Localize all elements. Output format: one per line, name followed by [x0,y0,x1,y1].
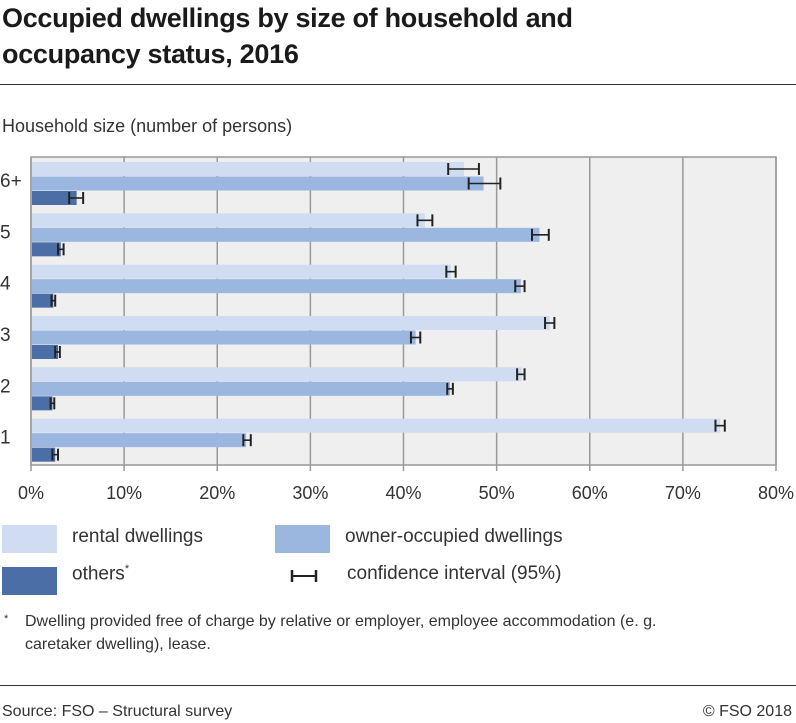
bar-chart: 0% 10% 20% 30% 40% 50% 60% 70% 80% 6+ 5 4 3 2 1 [0,156,794,503]
bar-owner [32,330,416,345]
bar-others [32,242,61,257]
y-tick-label: 2 [0,376,11,397]
x-tick-label: 10% [106,483,142,503]
x-tick-label: 0% [18,483,44,503]
x-tick-label: 80% [758,483,794,503]
bar-others [32,447,56,462]
y-tick-label: 1 [0,428,11,449]
footnote-text: Dwelling provided free of charge by rela… [25,613,657,653]
x-tick-label: 40% [385,483,421,503]
x-tick-label: 30% [292,483,328,503]
y-tick-label: 4 [0,274,11,295]
bar-rental [32,418,721,433]
title-rule [0,84,796,85]
bar-owner [32,279,521,294]
bar-rental [32,162,465,176]
legend-label-others: others* [72,563,129,585]
others-mark: * [124,563,130,575]
bar-rental [32,264,451,279]
bar-rental [32,316,550,330]
x-tick-label: 70% [665,483,701,503]
x-tick-label: 20% [199,483,235,503]
legend-label-ci: confidence interval (95%) [347,563,562,584]
legend-swatch-owner [275,525,330,553]
source: Source: FSO – Structural survey [2,703,233,720]
y-tick-label: 6+ [0,171,22,192]
y-tick-label: 5 [0,222,11,243]
axis-title: Household size (number of persons) [2,116,293,136]
y-tick-label: 3 [0,325,11,346]
bar-owner [32,176,484,191]
bar-rental [32,213,425,228]
x-tick-label: 60% [572,483,608,503]
bar-rental [32,367,522,382]
others-text: others [72,563,125,585]
bar-others [32,345,59,359]
copyright: © FSO 2018 [702,703,792,720]
legend-swatch-others [2,567,57,595]
plot-frame [30,156,777,466]
bar-others [32,293,54,308]
legend-swatch-rental [2,525,57,553]
bar-others [32,191,77,205]
x-tick-label: 50% [479,483,515,503]
bar-others [32,396,53,411]
bar-owner [32,227,540,242]
legend-label-owner: owner-occupied dwellings [345,526,563,547]
confidence-interval-icon [290,570,318,582]
bar-owner [32,433,247,448]
chart-title: Occupied dwellings by size of household … [2,3,573,69]
footer-rule [0,685,796,686]
bar-owner [32,381,451,396]
legend-label-rental: rental dwellings [72,526,203,547]
footnote-mark: * [4,613,9,625]
